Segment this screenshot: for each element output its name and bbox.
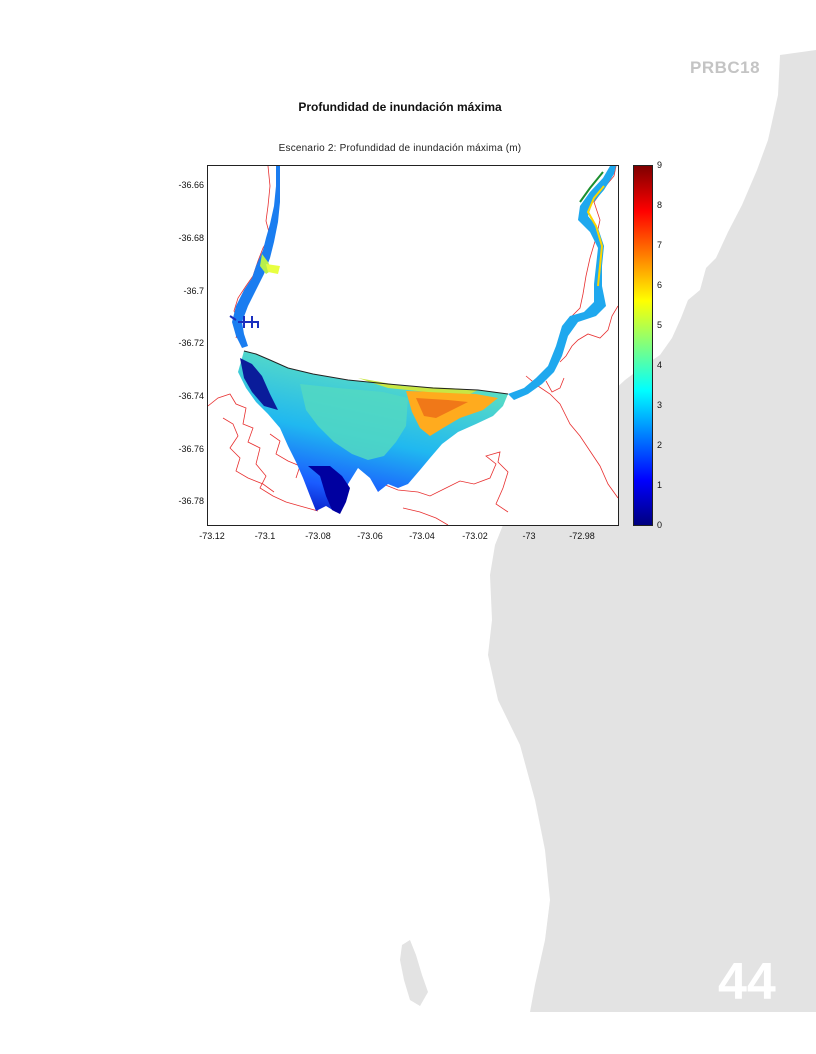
document-code: PRBC18 <box>690 58 761 77</box>
flood-area-center <box>300 384 408 460</box>
river-east <box>508 166 616 400</box>
colorbar-tick-label: 8 <box>657 200 663 210</box>
river-west-patch <box>266 264 280 274</box>
x-tick-label: -73 <box>522 531 536 541</box>
shoreline <box>243 350 509 395</box>
y-tick-label: -36.78 <box>178 496 204 506</box>
inundation-map <box>207 165 619 526</box>
x-tick-label: -72.98 <box>569 531 595 541</box>
inundation-map-graphic <box>208 166 618 525</box>
colorbar-tick-label: 1 <box>657 480 663 490</box>
y-tick-label: -36.7 <box>183 286 204 296</box>
colorbar-tick-label: 0 <box>657 520 663 530</box>
port-structures <box>229 315 259 328</box>
colorbar-tick-label: 9 <box>657 160 663 170</box>
page-number: 44 <box>718 953 776 1011</box>
colorbar-tick-label: 4 <box>657 360 663 370</box>
x-tick-label: -73.1 <box>254 531 276 541</box>
y-tick-label: -36.68 <box>178 233 204 243</box>
colorbar-tick-label: 7 <box>657 240 663 250</box>
x-tick-label: -73.02 <box>462 531 488 541</box>
colorbar <box>633 165 653 526</box>
colorbar-tick-label: 6 <box>657 280 663 290</box>
x-tick-label: -73.12 <box>199 531 225 541</box>
y-tick-label: -36.72 <box>178 338 204 348</box>
y-tick-label: -36.76 <box>178 444 204 454</box>
river-east-center <box>586 185 605 287</box>
y-tick-label: -36.74 <box>178 391 204 401</box>
island-lower <box>400 940 428 1006</box>
flood-area-deep-core <box>416 398 468 418</box>
x-tick-label: -73.04 <box>409 531 435 541</box>
flood-area-west-deep <box>240 358 278 410</box>
y-tick-label: -36.66 <box>178 180 204 190</box>
colorbar-tick-label: 3 <box>657 400 663 410</box>
land-mass-right <box>488 50 816 1012</box>
river-west <box>232 166 280 348</box>
x-tick-label: -73.06 <box>357 531 383 541</box>
colorbar-tick-label: 5 <box>657 320 663 330</box>
figure-title: Profundidad de inundación máxima <box>298 100 502 114</box>
flood-area-yellow <box>358 378 478 394</box>
flood-area-south <box>308 466 350 514</box>
x-tick-label: -73.08 <box>305 531 331 541</box>
plot-title: Escenario 2: Profundidad de inundación m… <box>278 143 522 154</box>
river-east-edge <box>579 171 604 203</box>
colorbar-tick-label: 2 <box>657 440 663 450</box>
